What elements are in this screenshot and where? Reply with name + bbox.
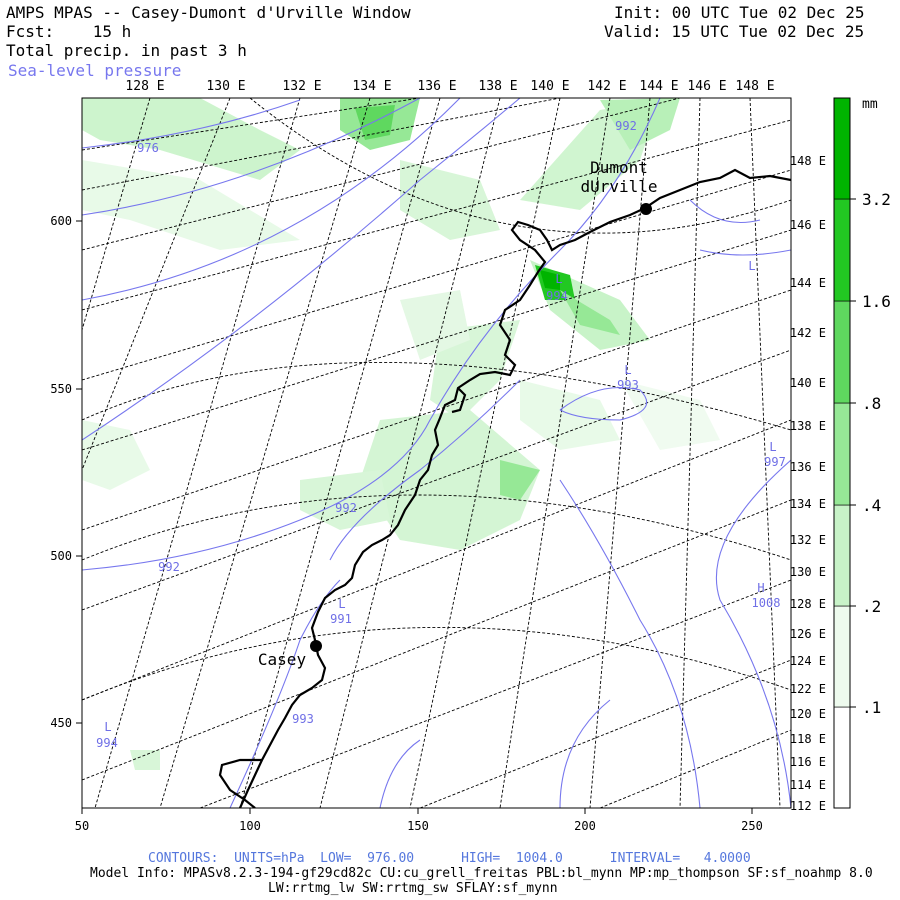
lon-label-right: 146 E [790, 218, 826, 232]
x-tick-label: 50 [75, 819, 89, 833]
isobar-label: 1008 [752, 596, 781, 610]
isobar-label: 993 [292, 712, 314, 726]
physics-info: LW:rrtmg_lw SW:rrtmg_sw SFLAY:sf_mynn [268, 881, 558, 896]
lon-label-top: 146 E [687, 79, 726, 94]
casey-marker [310, 640, 322, 652]
isobar-label: 994 [96, 736, 118, 750]
lon-label-top: 140 E [530, 79, 569, 94]
x-tick-label: 250 [741, 819, 763, 833]
colorbar-swatch [833, 300, 851, 404]
valid-time: Valid: 15 UTC Tue 02 Dec 25 [604, 22, 865, 41]
isobar-label: 997 [764, 455, 786, 469]
isobar-label: 992 [158, 560, 180, 574]
isobar-label: 992 [335, 501, 357, 515]
place-label: Dumont [590, 158, 648, 177]
lon-label-top: 142 E [587, 79, 626, 94]
colorbar-swatch [833, 706, 851, 809]
lon-label-right: 128 E [790, 597, 826, 611]
axis-ticks [76, 220, 753, 814]
latlon-grid [82, 98, 791, 808]
y-tick-label: 500 [50, 549, 72, 563]
x-tick-label: 200 [574, 819, 596, 833]
field-name: Total precip. in past 3 h [6, 41, 247, 60]
lon-label-right: 126 E [790, 627, 826, 641]
colorbar-frame [833, 97, 851, 809]
isobar-label: 976 [137, 141, 159, 155]
lon-label-right: 112 E [790, 799, 826, 813]
map-title: AMPS MPAS -- Casey-Dumont d'Urville Wind… [6, 3, 411, 22]
lon-label-top: 148 E [735, 79, 774, 94]
colorbar-swatch [833, 198, 851, 302]
pressure-center-label: H [757, 581, 764, 595]
pressure-center-label: L [338, 597, 345, 611]
x-tick-label: 150 [407, 819, 429, 833]
pressure-center-label: L [748, 259, 755, 273]
lon-label-right: 144 E [790, 276, 826, 290]
lon-label-top: 144 E [639, 79, 678, 94]
pressure-center-label: L [104, 720, 111, 734]
lon-label-top: 132 E [282, 79, 321, 94]
lon-label-right: 120 E [790, 707, 826, 721]
lon-label-right: 118 E [790, 732, 826, 746]
y-tick-label: 600 [50, 214, 72, 228]
colorbar-swatch [833, 605, 851, 708]
pressure-center-label: L [555, 272, 562, 286]
colorbar-level-label: 3.2 [862, 190, 891, 209]
isobar-label: 991 [330, 612, 352, 626]
map-plot-area [82, 98, 791, 808]
lon-label-right: 124 E [790, 654, 826, 668]
lon-label-right: 114 E [790, 778, 826, 792]
isobar-label: 994 [546, 289, 568, 303]
lon-label-right: 134 E [790, 497, 826, 511]
isobar-label: 992 [615, 119, 637, 133]
lon-label-right: 116 E [790, 755, 826, 769]
lon-label-top: 138 E [478, 79, 517, 94]
lon-label-right: 148 E [790, 154, 826, 168]
y-tick-label: 450 [50, 716, 72, 730]
colorbar-units: mm [862, 97, 878, 112]
pressure-center-label: L [624, 363, 631, 377]
lon-label-top: 130 E [206, 79, 245, 94]
precip-shading [82, 98, 720, 770]
colorbar-level-label: 1.6 [862, 292, 891, 311]
pressure-center-label: L [769, 440, 776, 454]
lon-label-right: 136 E [790, 460, 826, 474]
isobar-label: 993 [617, 378, 639, 392]
lon-label-right: 122 E [790, 682, 826, 696]
colorbar-level-label: .1 [862, 698, 881, 717]
colorbar-swatch [833, 97, 851, 200]
colorbar-level-label: .8 [862, 394, 881, 413]
x-tick-label: 100 [239, 819, 261, 833]
lon-label-top: 128 E [125, 79, 164, 94]
lon-label-right: 132 E [790, 533, 826, 547]
y-tick-label: 550 [50, 382, 72, 396]
lon-label-right: 142 E [790, 326, 826, 340]
lon-label-right: 138 E [790, 419, 826, 433]
init-time: Init: 00 UTC Tue 02 Dec 25 [614, 3, 865, 22]
plot-frame [81, 97, 792, 809]
colorbar-level-label: .2 [862, 597, 881, 616]
overlay-name: Sea-level pressure [8, 61, 182, 80]
forecast-hour: Fcst: 15 h [6, 22, 132, 41]
dumont-durville-marker [640, 203, 652, 215]
lon-label-top: 134 E [352, 79, 391, 94]
place-label: dUrville [580, 177, 657, 196]
lon-label-top: 136 E [417, 79, 456, 94]
colorbar-level-label: .4 [862, 496, 881, 515]
model-info: Model Info: MPASv8.2.3-194-gf29cd82c CU:… [90, 866, 873, 881]
colorbar [833, 97, 856, 809]
contour-info: CONTOURS: UNITS=hPa LOW= 976.00 HIGH= 10… [148, 851, 751, 866]
coastline [218, 168, 791, 808]
lon-label-right: 140 E [790, 376, 826, 390]
place-label: Casey [258, 650, 307, 669]
colorbar-swatch [833, 402, 851, 506]
colorbar-swatch [833, 504, 851, 607]
lon-label-right: 130 E [790, 565, 826, 579]
